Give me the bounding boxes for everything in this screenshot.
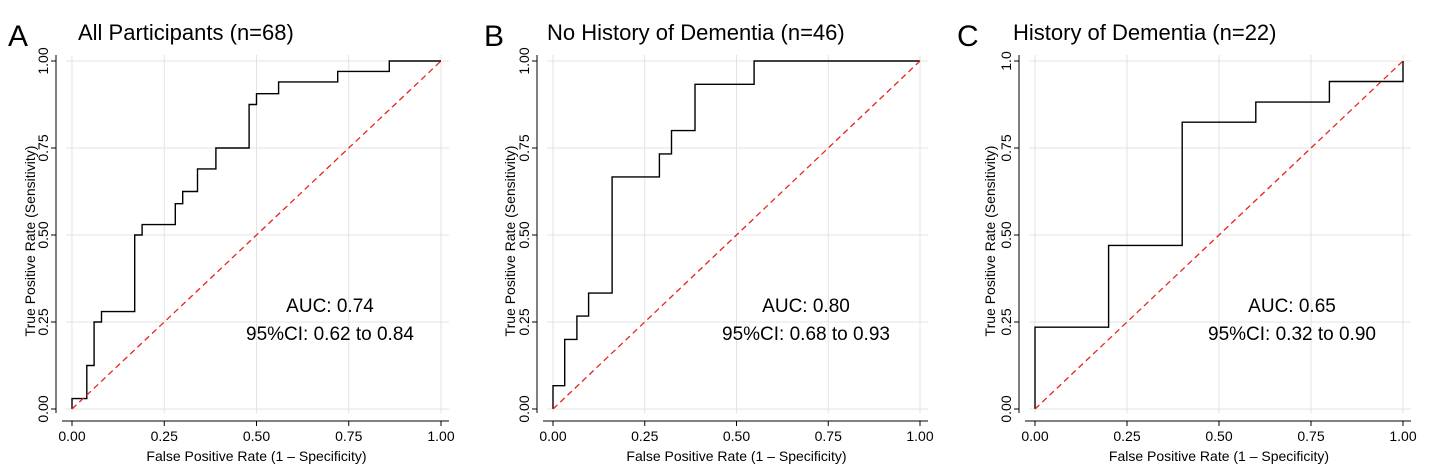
ci-annotation: 95%CI: 0.68 to 0.93 (722, 324, 890, 345)
x-tick-label: 0.25 (1113, 428, 1140, 444)
x-tick-label: 0.00 (539, 428, 566, 444)
panel-c: 0.00 0.25 0.50 0.75 1.00 0.00 0.25 0.50 0.75 1.0 F… (957, 20, 1417, 464)
panel-letter: A (8, 20, 28, 53)
auc-annotation: AUC: 0.74 (286, 296, 374, 317)
y-tick-label: 0.00 (998, 395, 1014, 422)
y-tick-label: 0.75 (35, 134, 51, 161)
roc-curve (552, 60, 920, 409)
x-tick-label: 0.75 (1297, 428, 1324, 444)
x-tick-label: 0.50 (243, 428, 270, 444)
x-tick-label: 0.50 (1205, 428, 1232, 444)
y-tick-label: 0.50 (516, 221, 532, 248)
x-tick-label: 1.00 (906, 428, 933, 444)
panel-letter: B (484, 20, 504, 53)
y-axis-title: True Positive Rate (Sensitivity) (502, 146, 518, 337)
roc-curve (1034, 61, 1404, 409)
x-tick-label: 1.00 (1389, 428, 1416, 444)
y-tick-label: 0.75 (516, 134, 532, 161)
y-axis-title: True Positive Rate (Sensitivity) (22, 146, 38, 337)
y-tick-label: 0.50 (998, 221, 1014, 248)
y-tick-label: 0.25 (35, 308, 51, 335)
y-tick-label: 0.00 (35, 395, 51, 422)
x-tick-label: 1.00 (427, 428, 454, 444)
x-tick-label: 0.00 (58, 428, 85, 444)
y-tick-label: 0.25 (516, 308, 532, 335)
x-axis-title: False Positive Rate (1 – Specificity) (146, 448, 366, 464)
panel-b: 0.00 0.25 0.50 0.75 1.00 0.00 0.25 0.50 0.75 1.00… (484, 20, 934, 464)
reference-diagonal-line (71, 60, 442, 410)
auc-annotation: AUC: 0.65 (1248, 296, 1336, 317)
y-tick-label: 1.00 (516, 47, 532, 74)
panel-title: No History of Dementia (n=46) (547, 20, 845, 45)
y-axis-title: True Positive Rate (Sensitivity) (982, 146, 998, 337)
x-tick-label: 0.75 (335, 428, 362, 444)
y-tick-label: 0.25 (998, 308, 1014, 335)
x-tick-label: 0.75 (815, 428, 842, 444)
ci-annotation: 95%CI: 0.62 to 0.84 (246, 324, 414, 345)
x-tick-label: 0.50 (723, 428, 750, 444)
y-tick-label: 1.00 (35, 47, 51, 74)
y-tick-label: 0.50 (35, 221, 51, 248)
x-tick-label: 0.00 (1021, 428, 1048, 444)
y-tick-label: 0.75 (998, 134, 1014, 161)
roc-curve (71, 60, 441, 409)
auc-annotation: AUC: 0.80 (762, 296, 850, 317)
panel-letter: C (957, 20, 979, 53)
panel-title: All Participants (n=68) (78, 20, 294, 45)
x-tick-label: 0.25 (151, 428, 178, 444)
panel-a: 0.00 0.25 0.50 0.75 1.00 0.00 0.25 0.50 0.75 1.00… (8, 20, 455, 464)
x-tick-label: 0.25 (631, 428, 658, 444)
x-axis-title: False Positive Rate (1 – Specificity) (626, 448, 846, 464)
reference-diagonal-line (552, 60, 921, 410)
ci-annotation: 95%CI: 0.32 to 0.90 (1208, 324, 1376, 345)
x-axis-title: False Positive Rate (1 – Specificity) (1109, 448, 1329, 464)
y-tick-label: 1.0 (998, 51, 1014, 71)
reference-diagonal-line (1034, 60, 1404, 410)
y-tick-label: 0.00 (516, 395, 532, 422)
panel-title: History of Dementia (n=22) (1013, 20, 1277, 45)
